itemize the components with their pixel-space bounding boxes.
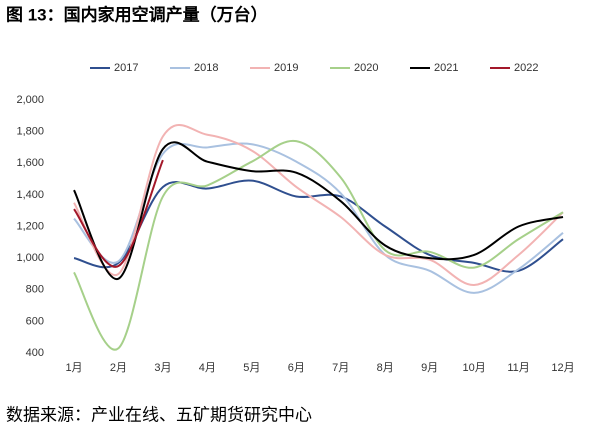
y-tick-label: 1,600 (16, 157, 44, 169)
x-tick-label: 11月 (507, 362, 529, 374)
x-tick-label: 12月 (551, 362, 574, 374)
x-tick-label: 10月 (462, 362, 485, 374)
y-tick-label: 400 (26, 347, 44, 359)
legend-label: 2020 (354, 62, 378, 74)
series-line (73, 179, 564, 273)
y-tick-label: 800 (26, 284, 44, 296)
legend-label: 2021 (434, 62, 458, 74)
x-tick-label: 4月 (199, 362, 216, 374)
y-tick-label: 2,000 (16, 94, 44, 106)
x-tick-label: 8月 (377, 362, 394, 374)
chart-title: 图 13：国内家用空调产量（万台） (6, 4, 268, 24)
y-tick-label: 1,000 (16, 252, 44, 264)
x-tick-label: 9月 (421, 362, 438, 374)
legend-label: 2017 (114, 62, 138, 74)
series-line (73, 142, 564, 294)
series-line (73, 139, 564, 351)
legend-label: 2019 (274, 62, 298, 74)
series-line (73, 124, 564, 287)
series-line (73, 159, 164, 268)
y-tick-label: 1,800 (16, 126, 44, 138)
x-tick-label: 5月 (243, 362, 260, 374)
legend-label: 2022 (514, 62, 538, 74)
y-tick-label: 1,200 (16, 220, 44, 232)
y-tick-label: 1,400 (16, 189, 44, 201)
source-note: 数据来源：产业在线、五矿期货研究中心 (6, 405, 312, 424)
x-tick-label: 2月 (110, 362, 127, 374)
x-tick-label: 7月 (332, 362, 349, 374)
legend-label: 2018 (194, 62, 218, 74)
y-tick-label: 600 (26, 315, 44, 327)
x-tick-label: 6月 (288, 362, 305, 374)
x-tick-label: 1月 (65, 362, 82, 374)
x-tick-label: 3月 (154, 362, 171, 374)
